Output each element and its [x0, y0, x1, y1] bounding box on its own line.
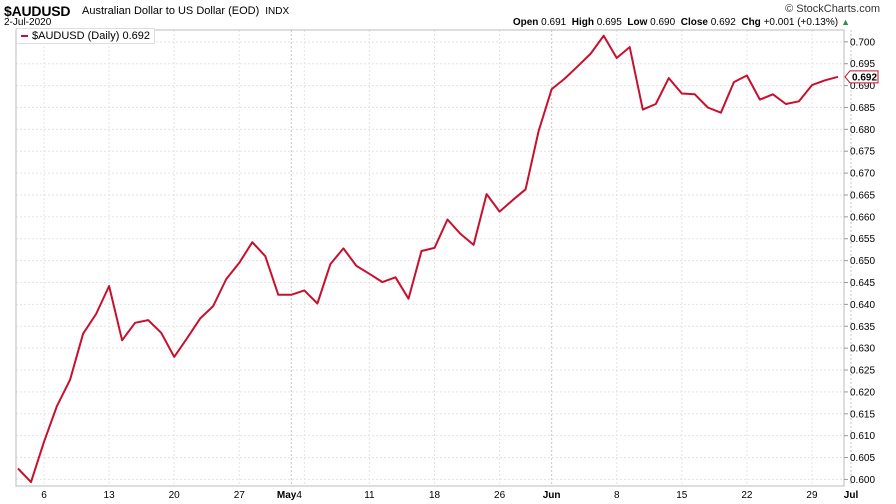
x-tick-label: 20	[169, 490, 181, 501]
quote-summary: Open 0.691 High 0.695 Low 0.690 Close 0.…	[513, 17, 850, 28]
last-value-label: 0.692	[852, 72, 877, 83]
x-tick-label: 22	[741, 490, 753, 501]
high-value: 0.695	[596, 17, 622, 28]
x-tick-label: May	[277, 490, 297, 501]
y-tick-label: 0.685	[850, 103, 875, 114]
stockcharts-logo[interactable]: © StockCharts.com	[785, 3, 880, 15]
x-tick-label: 11	[364, 490, 375, 501]
grid-lines	[16, 30, 852, 486]
open-label: Open	[512, 17, 539, 28]
y-tick-label: 0.695	[850, 59, 875, 70]
up-triangle-icon: ▲	[841, 17, 850, 27]
price-line	[17, 34, 839, 484]
x-tick-label: 15	[676, 490, 688, 501]
low-value: 0.690	[650, 17, 676, 28]
y-tick-label: 0.600	[850, 475, 875, 486]
y-tick-label: 0.700	[850, 37, 875, 48]
y-tick-label: 0.640	[850, 300, 875, 311]
x-tick-label: 18	[429, 490, 441, 501]
y-tick-label: 0.610	[850, 431, 875, 442]
x-tick-label: 27	[234, 490, 246, 501]
y-tick-label: 0.680	[850, 125, 875, 136]
y-tick-label: 0.675	[850, 147, 875, 158]
x-tick-label: 4	[296, 490, 302, 501]
y-tick-label: 0.630	[850, 344, 875, 355]
chart-legend[interactable]: $AUDUSD (Daily) 0.692	[16, 28, 155, 44]
chart-symbol: $AUDUSD	[4, 3, 71, 19]
x-tick-label: 6	[41, 490, 47, 501]
low-label: Low	[627, 17, 648, 28]
chart-date: 2-Jul-2020	[4, 17, 52, 28]
y-tick-label: 0.665	[850, 190, 875, 201]
y-tick-label: 0.620	[850, 387, 875, 398]
y-tick-label: 0.635	[850, 322, 875, 333]
legend-swatch	[21, 35, 28, 37]
last-value-tag: 0.692	[844, 70, 879, 84]
y-tick-label: 0.605	[850, 453, 875, 464]
last-value-marker: 0.692	[844, 70, 879, 84]
y-tick-label: 0.660	[850, 212, 875, 223]
x-tick-label: 8	[614, 490, 620, 501]
y-tick-label: 0.645	[850, 278, 875, 289]
y-tick-label: 0.650	[850, 256, 875, 267]
y-tick-label: 0.655	[850, 234, 875, 245]
last-value-box	[844, 70, 879, 84]
x-tick-label: 26	[494, 490, 506, 501]
y-tick-label: 0.625	[850, 366, 875, 377]
x-axis-ticks: 6 13 20 27 May 4 11 18 26 Jun 8 15 22 29 Jul	[41, 490, 858, 501]
y-axis-ticks: 0.600 0.605 0.610 0.615 0.620 0.625 0.630 0.635…	[844, 37, 875, 486]
x-tick-label: Jun	[543, 490, 561, 501]
series-layer	[17, 34, 839, 484]
close-value: 0.692	[710, 17, 736, 28]
y-tick-label: 0.615	[850, 409, 875, 420]
high-label: High	[571, 17, 594, 28]
security-name-text: Australian Dollar to US Dollar (EOD)	[82, 5, 260, 17]
chg-label: Chg	[741, 17, 761, 28]
x-tick-label: 29	[806, 490, 818, 501]
plot-area-border	[15, 29, 845, 487]
y-tick-label: 0.690	[850, 81, 875, 92]
x-tick-label: Jul	[844, 490, 859, 501]
y-tick-label: 0.670	[850, 169, 875, 180]
exchange-label: INDX	[265, 6, 290, 17]
x-tick-label: 13	[104, 490, 116, 501]
chg-value: +0.001 (+0.13%)	[763, 17, 839, 28]
close-label: Close	[680, 17, 708, 28]
chart-axes	[15, 29, 845, 487]
chart-security-name: Australian Dollar to US Dollar (EOD) INDX	[82, 5, 289, 17]
open-value: 0.691	[541, 17, 567, 28]
legend-label: $AUDUSD (Daily) 0.692	[32, 30, 150, 42]
